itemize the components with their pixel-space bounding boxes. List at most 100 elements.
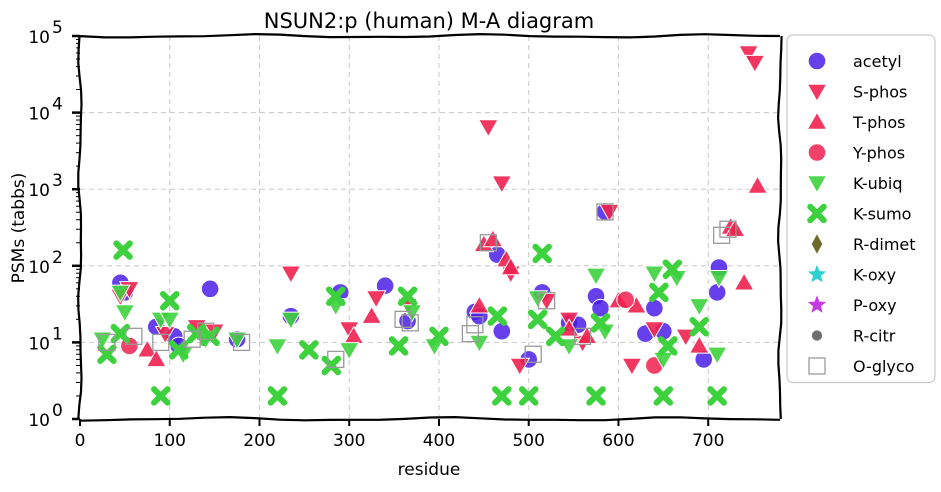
legend-label-t-phos: T-phos [852,113,906,132]
x-tick-label: 0 [75,431,86,451]
legend-label-k-oxy: K-oxy [853,266,896,285]
point-k-sumo [492,386,512,406]
point-acetyl [200,279,220,299]
point-s-phos [365,290,387,309]
point-t-phos [145,348,167,368]
point-acetyl [492,321,512,341]
x-tick-label: 100 [154,431,186,451]
legend-marker-s-phos [806,83,828,103]
y-tick-exponent: 4 [52,95,63,115]
legend-marker-k-oxy [807,264,827,283]
point-o-glyco [461,325,480,343]
point-s-phos [744,54,766,74]
point-t-phos [747,175,769,194]
grid-lines [80,36,780,419]
legend-label-s-phos: S-phos [853,83,907,102]
point-t-phos [500,256,522,276]
point-acetyl [375,276,395,295]
point-k-ubiq [280,311,302,330]
legend-marker-t-phos [806,111,828,130]
point-o-glyco [401,314,419,332]
point-k-sumo [586,386,606,406]
y-axis-label: PSMs (tabbs) [9,173,29,284]
point-k-ubiq [226,331,248,350]
point-k-sumo [151,386,171,406]
point-k-sumo [527,309,548,330]
point-o-glyco [538,292,556,310]
x-axis-ticks: 0 100 200 300 400 500 600 700 [75,419,724,451]
point-t-phos [724,218,746,237]
x-tick-label: 500 [512,431,544,451]
point-k-sumo [707,386,727,406]
legend: acetyl S-phos T-phos Y-phos K-ubiq K-sumo R-di… [786,34,936,384]
point-k-ubiq [266,338,288,357]
point-k-sumo [97,344,117,365]
x-tick-label: 700 [692,431,724,451]
x-tick-label: 200 [243,431,275,451]
point-t-phos [136,339,158,358]
point-k-sumo [429,326,449,347]
point-s-phos [509,357,531,377]
legend-marker-k-sumo [807,203,827,224]
y-tick-exponent: 1 [52,324,63,344]
point-k-sumo [200,326,220,347]
legend-label-acetyl: acetyl [853,52,902,71]
point-k-ubiq [585,267,607,286]
legend-marker-y-phos [807,143,827,162]
point-s-phos [738,45,760,64]
legend-label-r-citr: R-citr [853,327,896,346]
y-tick-label: 10 [28,258,50,278]
point-k-sumo [653,386,674,406]
legend-label-r-dimet: R-dimet [853,235,916,254]
point-k-ubiq [706,346,728,365]
chart-title: NSUN2:p (human) M-A diagram [264,9,594,33]
point-k-sumo [397,286,418,307]
point-k-ubiq [114,304,136,323]
point-acetyl [645,298,664,318]
legend-marker-p-oxy [807,295,827,313]
legend-marker-r-citr [811,330,823,341]
point-o-glyco [596,203,614,221]
point-o-glyco [466,316,484,334]
point-k-ubiq [338,342,360,361]
point-s-phos [280,265,302,284]
point-o-glyco [713,226,731,244]
y-tick-label: 10 [28,411,50,431]
point-k-sumo [662,259,683,280]
legend-marker-acetyl [807,51,827,71]
point-k-ubiq [468,334,490,354]
y-tick-label: 10 [28,181,50,201]
point-s-phos [643,321,665,340]
point-o-glyco [573,327,592,345]
point-k-ubiq [527,290,549,309]
point-k-sumo [388,336,409,356]
y-tick-label: 10 [28,105,50,125]
plot-frame [77,32,783,422]
point-k-sumo [649,282,669,303]
point-k-sumo [487,306,508,326]
point-o-glyco [479,234,497,252]
point-o-glyco [196,322,215,340]
point-k-ubiq [708,269,730,289]
point-k-sumo [110,323,131,344]
point-o-glyco [719,220,737,238]
legend-box [786,34,936,384]
point-y-phos [616,290,635,310]
point-s-phos [477,119,499,138]
point-t-phos [482,228,504,248]
y-tick-exponent: 5 [52,18,63,38]
point-o-glyco [327,350,345,369]
point-k-sumo [159,290,180,311]
point-k-sumo [545,326,566,347]
x-axis-label: residue [398,460,461,480]
point-o-glyco [152,333,170,352]
legend-label-o-glyco: O-glyco [853,357,914,376]
legend-marker-k-ubiq [806,175,828,194]
legend-label-k-sumo: K-sumo [853,205,911,224]
point-k-ubiq [159,311,181,330]
y-tick-label: 10 [28,28,50,48]
point-o-glyco [524,345,542,363]
y-tick-exponent: 3 [52,171,63,191]
